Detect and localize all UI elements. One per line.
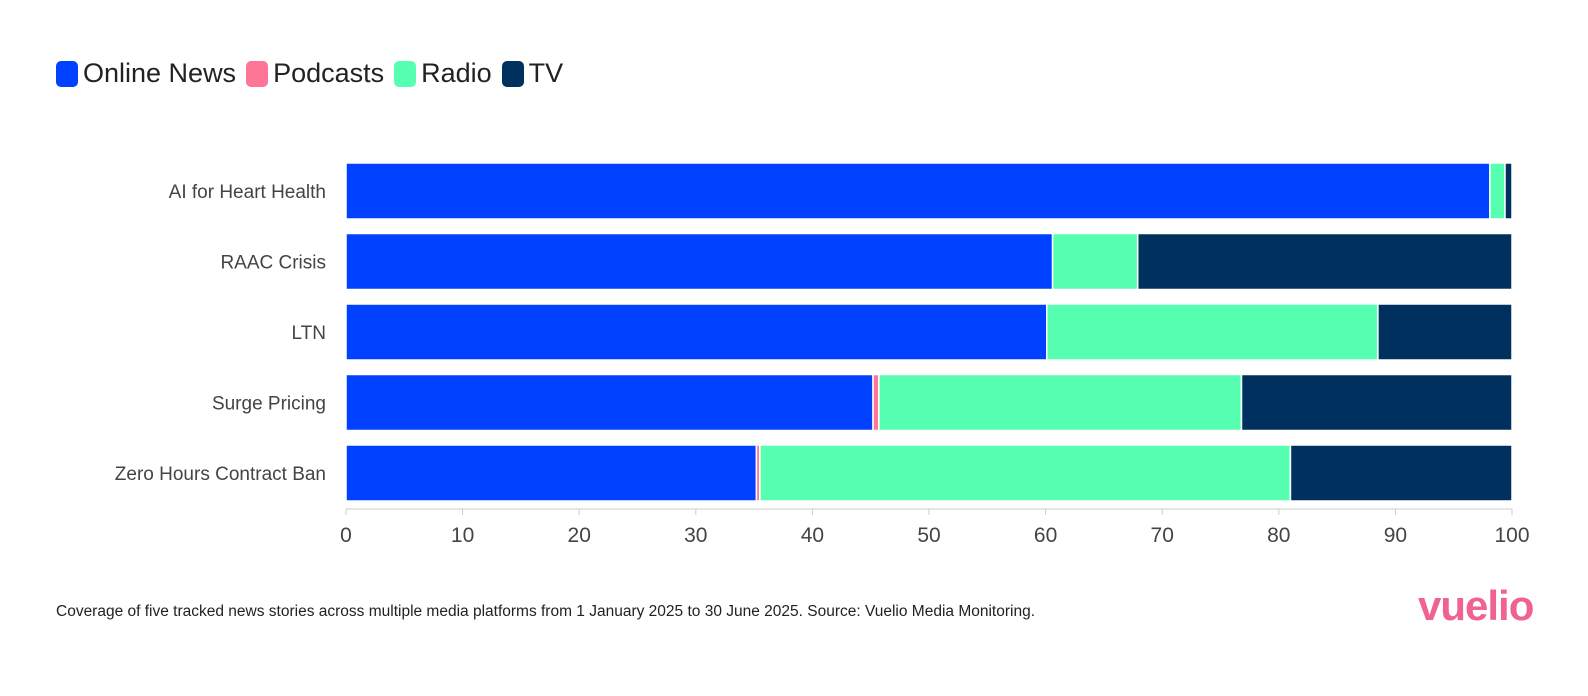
- bar-segment-radio: [878, 373, 1243, 432]
- bar-segment-radio: [1046, 303, 1379, 361]
- legend-item[interactable]: Radio: [394, 58, 492, 89]
- legend-swatch: [246, 60, 269, 87]
- legend-swatch: [394, 60, 417, 87]
- x-tick-label: 90: [1384, 524, 1407, 547]
- x-tick-label: 40: [801, 524, 824, 547]
- x-tick-label: 70: [1151, 524, 1174, 547]
- footnote: Coverage of five tracked news stories ac…: [56, 603, 1036, 620]
- bar-chart: AI for Heart Health RAAC Crisis LTN Surge P…: [115, 162, 1530, 547]
- x-tick-label: 80: [1267, 524, 1290, 547]
- category-label: Surge Pricing: [212, 394, 326, 415]
- category-label: Zero Hours Contract Ban: [115, 464, 326, 485]
- legend-item[interactable]: TV: [501, 58, 564, 89]
- x-tick-label: 50: [917, 524, 940, 547]
- x-tick-label: 60: [1034, 524, 1057, 547]
- legend-item[interactable]: Online News: [56, 58, 236, 89]
- category-label: LTN: [292, 323, 326, 344]
- bar-segment-online-news: [345, 162, 1491, 220]
- bar-segment-online-news: [345, 232, 1054, 291]
- bar-segment-radio: [1489, 162, 1506, 220]
- legend-label: Podcasts: [273, 58, 385, 88]
- category-label: AI for Heart Health: [169, 182, 326, 203]
- legend-swatch: [501, 60, 524, 87]
- x-tick-label: 0: [340, 524, 352, 547]
- bar-segment-podcasts: [872, 373, 880, 432]
- vuelio-logo: vuelio: [1418, 582, 1534, 629]
- x-tick-label: 10: [451, 524, 474, 547]
- bar-segment-online-news: [345, 373, 874, 432]
- bar-segment-radio: [1051, 232, 1139, 291]
- category-label: RAAC Crisis: [220, 253, 326, 274]
- bar-segment-tv: [1289, 444, 1513, 502]
- x-tick-label: 30: [684, 524, 707, 547]
- legend: Online News Podcasts Radio TV: [56, 58, 563, 89]
- bar-segment-radio: [759, 444, 1292, 502]
- bar-segment-online-news: [345, 444, 758, 502]
- legend-item[interactable]: Podcasts: [246, 58, 384, 89]
- legend-swatch: [56, 60, 78, 87]
- legend-label: Radio: [421, 58, 492, 88]
- bar-segment-tv: [1240, 373, 1513, 432]
- x-tick-label: 100: [1494, 524, 1529, 547]
- bar-segment-tv: [1136, 232, 1513, 291]
- legend-label: TV: [528, 58, 564, 88]
- bar-segment-online-news: [345, 303, 1048, 361]
- bar-segment-tv: [1504, 162, 1513, 220]
- bar-segment-tv: [1377, 303, 1513, 361]
- legend-label: Online News: [83, 58, 237, 88]
- x-tick-label: 20: [568, 524, 591, 547]
